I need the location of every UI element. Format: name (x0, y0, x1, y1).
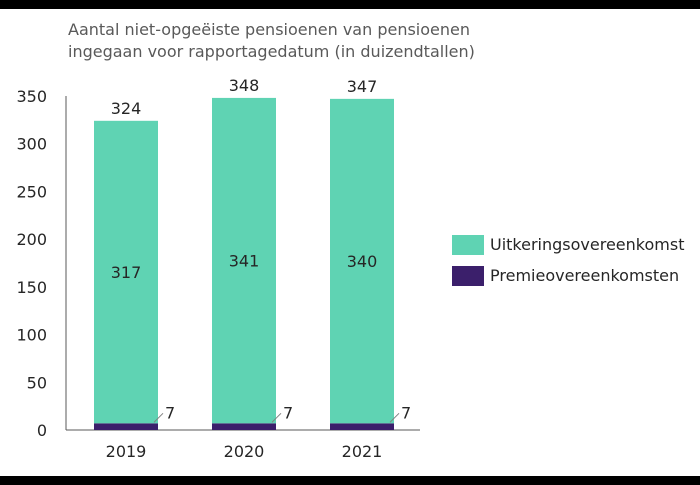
legend-swatch-uitkeringsovereenkomst (452, 234, 484, 255)
x-tick-label: 2021 (342, 442, 383, 461)
data-label-uitkeringsovereenkomst: 341 (229, 252, 260, 271)
data-label-uitkeringsovereenkomst: 317 (111, 263, 142, 282)
data-label-uitkeringsovereenkomst: 340 (347, 252, 378, 271)
bar-uitkeringsovereenkomst (212, 97, 276, 424)
bar-premieovereenkomsten (94, 423, 158, 430)
y-tick-label: 100 (16, 326, 47, 345)
bar-chart: 0 50 100 150 200 250 300 350 317 324 7 2019 341 348 7 2… (16, 76, 420, 461)
bar-uitkeringsovereenkomst (330, 98, 394, 424)
chart-frame: 0 50 100 150 200 250 300 350 317 324 7 2019 341 348 7 2… (0, 9, 700, 476)
legend: Uitkeringsovereenkomst Premieovereenkoms… (452, 229, 684, 291)
y-tick-label: 0 (37, 421, 47, 440)
data-label-premieovereenkomsten: 7 (165, 403, 175, 422)
bar-premieovereenkomsten (212, 423, 276, 430)
legend-label-uitkeringsovereenkomst: Uitkeringsovereenkomst (490, 235, 685, 254)
data-label-total: 348 (229, 76, 260, 95)
y-tick-label: 150 (16, 278, 47, 297)
y-tick-label: 250 (16, 182, 47, 201)
bar-uitkeringsovereenkomst (94, 120, 158, 424)
data-label-total: 324 (111, 99, 142, 118)
y-tick-label: 200 (16, 230, 47, 249)
legend-swatch-premieovereenkomsten (452, 265, 484, 286)
leader-line (271, 412, 282, 423)
y-tick-label: 300 (16, 135, 47, 154)
data-label-premieovereenkomsten: 7 (283, 403, 293, 422)
y-tick-label: 350 (16, 87, 47, 106)
legend-item-premieovereenkomsten: Premieovereenkomsten (452, 260, 684, 291)
leader-line (389, 412, 400, 423)
legend-label-premieovereenkomsten: Premieovereenkomsten (490, 266, 680, 285)
y-tick-label: 50 (27, 373, 47, 392)
leader-line (153, 412, 164, 423)
chart-title-line-1: Aantal niet-opgeëiste pensioenen van pen… (68, 20, 470, 39)
x-tick-label: 2020 (224, 442, 265, 461)
bar-premieovereenkomsten (330, 423, 394, 430)
data-label-total: 347 (347, 77, 378, 96)
x-tick-label: 2019 (106, 442, 147, 461)
chart-title-line-2: ingegaan voor rapportagedatum (in duizen… (68, 42, 475, 61)
data-label-premieovereenkomsten: 7 (401, 403, 411, 422)
legend-item-uitkeringsovereenkomst: Uitkeringsovereenkomst (452, 229, 684, 260)
chart-title: Aantal niet-opgeëiste pensioenen van pen… (68, 19, 588, 63)
